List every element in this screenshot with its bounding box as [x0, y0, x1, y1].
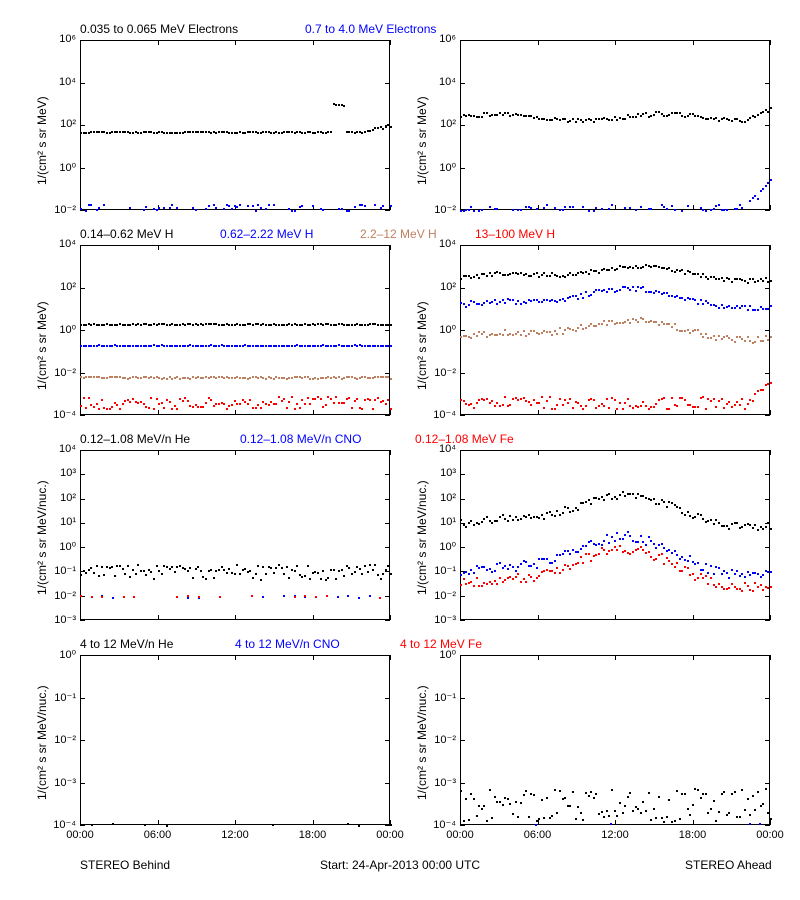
- plot-panel: [80, 40, 390, 210]
- plot-panel: [80, 450, 390, 620]
- chart-grid: 0.035 to 0.065 MeV Electrons0.7 to 4.0 M…: [0, 0, 800, 900]
- footer-center: Start: 24-Apr-2013 00:00 UTC: [320, 858, 480, 872]
- footer-right: STEREO Ahead: [685, 858, 772, 872]
- plot-panel: [460, 40, 770, 210]
- plot-panel: [460, 450, 770, 620]
- footer-left: STEREO Behind: [80, 858, 170, 872]
- plot-panel: [80, 245, 390, 415]
- plot-panel: [80, 655, 390, 825]
